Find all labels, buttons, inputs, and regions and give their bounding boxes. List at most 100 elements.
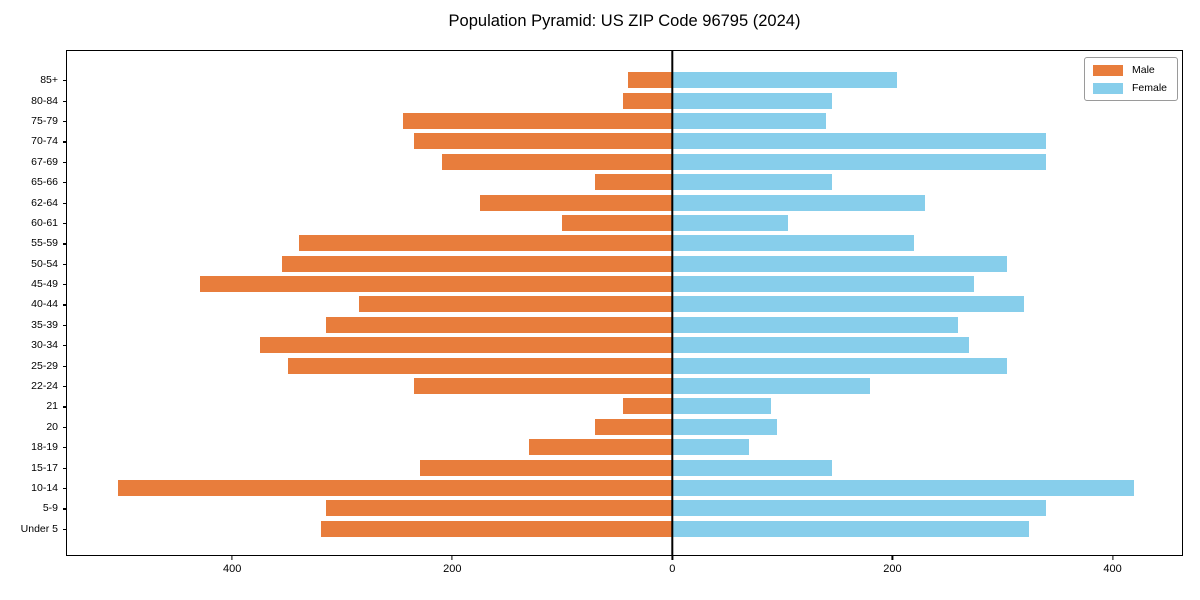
age-row: 85+ [40, 70, 1182, 90]
y-tick-mark [63, 324, 67, 327]
female-bar [672, 337, 969, 354]
male-bar [480, 194, 673, 211]
male-bar [529, 439, 673, 456]
legend-label-female: Female [1131, 82, 1167, 94]
y-axis-label: Under 5 [20, 522, 58, 535]
y-tick-mark [63, 120, 67, 123]
y-axis-label: 25-29 [31, 359, 58, 372]
female-bar [672, 398, 772, 415]
male-bar [622, 92, 673, 109]
x-tick-label: 400 [1103, 563, 1122, 575]
y-tick-mark [63, 386, 67, 388]
y-tick-mark [63, 222, 67, 225]
female-bar [672, 112, 827, 129]
y-tick-mark [63, 406, 67, 408]
female-bar [672, 316, 958, 333]
y-axis-label: 62-64 [31, 196, 58, 209]
y-axis-label: 18-19 [31, 441, 58, 454]
y-tick-mark [63, 141, 67, 143]
female-bar [672, 480, 1134, 496]
male-bar [359, 296, 673, 313]
y-axis-label: 75-79 [31, 114, 58, 127]
y-axis-label: 65-66 [31, 176, 58, 189]
age-row: 18-19 [31, 437, 1182, 457]
y-axis-label: 80-84 [31, 94, 58, 107]
male-bar [326, 316, 673, 333]
age-row: 75-79 [31, 111, 1182, 131]
female-bar [672, 459, 832, 476]
male-bar [595, 174, 673, 191]
female-bar [672, 92, 832, 109]
age-row: 21 [46, 396, 1182, 416]
y-axis-label: 15-17 [31, 461, 58, 474]
male-bar [414, 378, 673, 395]
y-axis-label: 10-14 [31, 482, 58, 494]
male-bar [287, 357, 673, 374]
y-axis-label: 22-24 [31, 380, 58, 393]
y-tick-mark [63, 426, 67, 429]
age-row: 67-69 [31, 152, 1182, 172]
x-tick-mark [231, 556, 233, 560]
female-bar [672, 520, 1030, 537]
female-bar [672, 133, 1046, 150]
age-row: 40-44 [31, 294, 1182, 314]
y-tick-mark [63, 263, 67, 265]
legend-entry-male: Male [1092, 64, 1167, 76]
plot-area: 85+ 80-84 75-79 70-74 67-69 65-66 62-64 60-61 55… [21, 50, 1183, 556]
age-row: 62-64 [31, 192, 1182, 212]
age-row: 35-39 [31, 315, 1182, 335]
x-tick-label: 200 [883, 563, 902, 575]
y-tick-mark [63, 528, 67, 530]
legend: Male Female [1083, 57, 1178, 101]
age-row: 50-54 [31, 254, 1182, 274]
female-bar [672, 357, 1008, 374]
male-bar [419, 459, 673, 476]
female-bar [672, 255, 1008, 272]
male-bar [441, 153, 673, 170]
age-row: 70-74 [31, 131, 1182, 151]
age-row: 20 [46, 417, 1182, 437]
y-tick-mark [63, 80, 67, 82]
female-bar [672, 72, 898, 89]
zero-axis-line [671, 51, 673, 555]
male-bar [282, 255, 673, 272]
male-bar [622, 398, 673, 415]
y-axis-label: 55-59 [31, 237, 58, 250]
age-row: 45-49 [31, 274, 1182, 294]
y-tick-mark [63, 161, 67, 163]
y-tick-mark [63, 447, 67, 449]
female-bar [672, 439, 750, 456]
y-axis-label: 67-69 [31, 155, 58, 168]
male-bar [199, 276, 673, 293]
age-row: 15-17 [31, 457, 1182, 477]
y-axis-label: 5-9 [42, 502, 58, 515]
age-row: 60-61 [31, 213, 1182, 233]
male-bar [260, 337, 673, 354]
chart-title: Population Pyramid: US ZIP Code 96795 (2… [448, 12, 801, 30]
legend-label-male: Male [1131, 64, 1155, 76]
male-swatch-icon [1092, 64, 1123, 76]
female-bar [672, 194, 925, 211]
y-tick-mark [63, 365, 67, 367]
y-tick-mark [63, 284, 67, 286]
x-tick-mark [451, 556, 453, 560]
y-tick-mark [63, 488, 67, 490]
x-tick-label: 200 [443, 563, 462, 575]
pyramid-rows: 85+ 80-84 75-79 70-74 67-69 65-66 62-64 60-61 55… [21, 51, 1182, 555]
male-bar [298, 235, 673, 252]
age-row: 10-14 [31, 478, 1182, 498]
female-bar [672, 500, 1046, 517]
y-axis-label: 20 [46, 420, 58, 433]
y-tick-mark [63, 100, 67, 102]
age-row: 55-59 [31, 233, 1182, 253]
age-row: 65-66 [31, 172, 1182, 192]
y-tick-mark [63, 243, 67, 245]
y-tick-mark [63, 202, 67, 204]
female-bar [672, 214, 788, 231]
male-bar [326, 500, 673, 517]
age-row: 25-29 [31, 355, 1182, 375]
female-bar [672, 296, 1024, 313]
x-tick-mark [1111, 556, 1114, 560]
female-bar [672, 276, 975, 293]
female-bar [672, 418, 777, 435]
